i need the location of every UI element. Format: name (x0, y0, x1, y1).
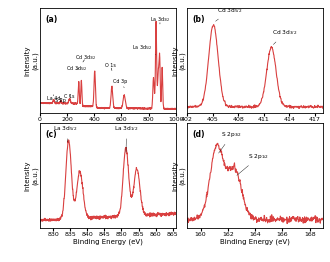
X-axis label: Binding Energy (eV): Binding Energy (eV) (220, 123, 290, 130)
X-axis label: Binding Energy (eV): Binding Energy (eV) (73, 238, 143, 245)
Text: La 3d$_{3/2}$: La 3d$_{3/2}$ (150, 16, 170, 24)
Text: Cd 3d$_{3/2}$: Cd 3d$_{3/2}$ (75, 53, 97, 62)
Text: C 1s: C 1s (64, 94, 75, 99)
Text: La 3d$_{1/2}$: La 3d$_{1/2}$ (115, 125, 139, 152)
Text: Cd 3p: Cd 3p (113, 79, 127, 88)
Y-axis label: Intensity
(a.u.): Intensity (a.u.) (172, 45, 185, 75)
Text: (b): (b) (192, 15, 205, 24)
X-axis label: Binding Energy (eV): Binding Energy (eV) (220, 238, 290, 245)
Y-axis label: Intensity
(a.u.): Intensity (a.u.) (172, 160, 185, 191)
Y-axis label: Intensity
(a.u.): Intensity (a.u.) (25, 160, 38, 191)
Text: S 2p$_{3/2}$: S 2p$_{3/2}$ (218, 131, 242, 153)
X-axis label: Binding Energy (eV): Binding Energy (eV) (73, 123, 143, 130)
Text: O 1s: O 1s (105, 63, 116, 70)
Text: La 3d$_{5/2}$: La 3d$_{5/2}$ (53, 125, 77, 142)
Text: (d): (d) (192, 130, 205, 139)
Y-axis label: Intensity
(a.u.): Intensity (a.u.) (25, 45, 38, 75)
Text: S 2p$_{1/2}$: S 2p$_{1/2}$ (237, 153, 270, 175)
Text: La 4d: La 4d (47, 95, 60, 101)
Text: La 3d$_{5/2}$: La 3d$_{5/2}$ (132, 43, 156, 54)
Text: S 2p: S 2p (55, 98, 66, 103)
Text: (a): (a) (45, 15, 57, 24)
Text: Cd 3d$_{5/2}$: Cd 3d$_{5/2}$ (66, 65, 87, 73)
Text: (c): (c) (45, 130, 57, 139)
Text: Cd 3d$_{3/2}$: Cd 3d$_{3/2}$ (272, 29, 298, 45)
Text: Cd 3d$_{5/2}$: Cd 3d$_{5/2}$ (215, 6, 242, 21)
